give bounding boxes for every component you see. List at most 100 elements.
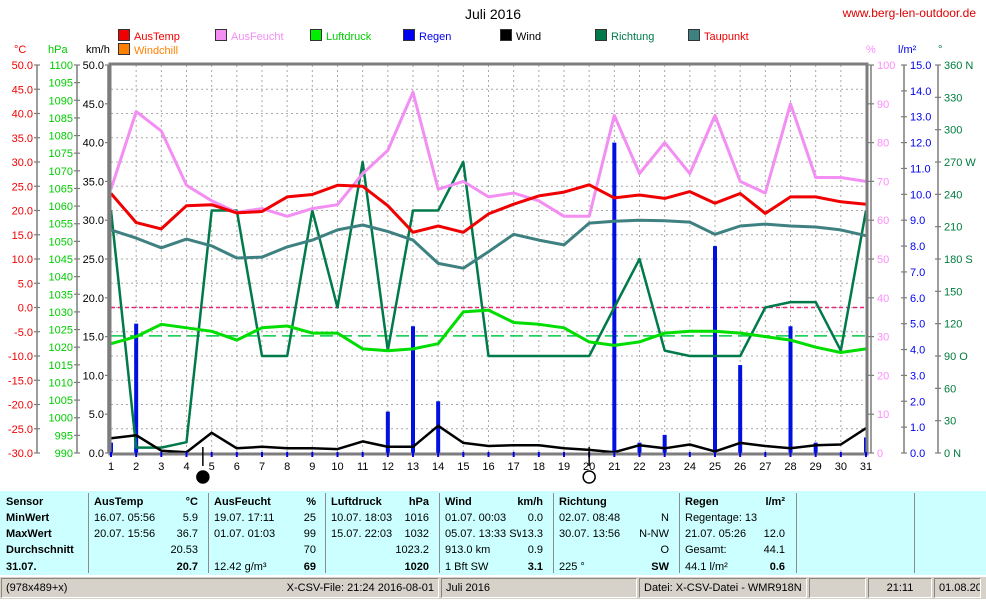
table-col-unit: °C: [185, 496, 198, 508]
table-separator: [679, 493, 680, 573]
tick-lm2-11: 4.0: [910, 345, 925, 357]
legend-swatch-wind: [500, 29, 512, 41]
table-cell-value: 3.1: [527, 561, 543, 573]
x-label-day-31: 31: [860, 461, 872, 473]
table-cell-value: 25: [303, 512, 316, 524]
legend-item-austemp: AusTemp: [118, 29, 180, 43]
x-label-day-10: 10: [331, 461, 343, 473]
tick-lm2-7: 8.0: [910, 241, 925, 253]
status-time: 21:11: [868, 578, 932, 598]
series-taupunkt: [110, 218, 867, 270]
tick-deg-6: 180 S: [944, 254, 973, 266]
rain-bar-day-22: [637, 442, 642, 453]
x-label-day-12: 12: [382, 461, 394, 473]
rain-bar-day-21: [612, 142, 617, 453]
website-link[interactable]: www.berg-len-outdoor.de: [842, 6, 976, 20]
tick-kmh-10: 0.0: [89, 448, 104, 460]
moon-full-icon: [582, 470, 596, 484]
x-label-day-3: 3: [158, 461, 164, 473]
table-separator: [914, 493, 915, 573]
x-label-day-28: 28: [784, 461, 796, 473]
tick-lm2-0: 15.0: [910, 60, 931, 72]
x-label-day-22: 22: [633, 461, 645, 473]
tick-hpa-5: 1075: [49, 148, 73, 160]
tick-deg-7: 150: [944, 286, 962, 298]
tick-lm2-8: 7.0: [910, 267, 925, 279]
table-col-unit: l/m²: [765, 496, 785, 508]
x-label-day-25: 25: [709, 461, 721, 473]
tick-hpa-4: 1080: [49, 131, 73, 143]
table-cell-value: O: [660, 544, 669, 556]
tick-c-2: 40.0: [12, 109, 33, 121]
tick-lm2-13: 2.0: [910, 396, 925, 408]
table-row-label: Sensor: [6, 496, 44, 508]
tick-pct-4: 60: [877, 215, 889, 227]
x-label-day-1: 1: [108, 461, 114, 473]
tick-pct-8: 20: [877, 370, 889, 382]
rain-bar-day-28: [788, 326, 793, 453]
table-separator: [553, 493, 554, 573]
tick-deg-12: 0 N: [944, 448, 961, 460]
tick-hpa-3: 1085: [49, 113, 73, 125]
table-col-header: AusTemp: [94, 496, 144, 508]
table-cell-value: 0.6: [769, 561, 785, 573]
table-cell-value: 36.7: [176, 528, 198, 540]
rain-bar-day-2: [134, 323, 139, 453]
table-row-label: MinWert: [6, 512, 50, 524]
tick-lm2-12: 3.0: [910, 370, 925, 382]
table-cell-text: 21.07. 05:26: [685, 528, 747, 540]
legend-label: Regen: [419, 31, 452, 43]
table-cell-text: 225 °: [559, 561, 585, 573]
tick-lm2-4: 11.0: [910, 163, 931, 175]
tick-c-12: -10.0: [8, 351, 33, 363]
table-cell-value: 0.0: [527, 512, 543, 524]
table-col-unit: hPa: [408, 496, 429, 508]
table-separator: [208, 493, 209, 573]
legend-item-luftdruck: Luftdruck: [310, 29, 371, 43]
tick-hpa-10: 1050: [49, 236, 73, 248]
tick-c-16: -30.0: [8, 448, 33, 460]
legend-item-taupunkt: Taupunkt: [688, 29, 749, 43]
legend-label: AusTemp: [134, 31, 180, 43]
x-label-day-5: 5: [209, 461, 215, 473]
tick-hpa-0: 1100: [49, 60, 73, 72]
tick-c-13: -15.0: [8, 375, 33, 387]
tick-hpa-7: 1065: [49, 183, 73, 195]
x-label-day-30: 30: [835, 461, 847, 473]
tick-pct-1: 90: [877, 99, 889, 111]
series-richtung: [109, 160, 868, 449]
tick-deg-11: 30: [944, 416, 956, 428]
table-separator: [439, 493, 440, 573]
moon-new-icon: [196, 470, 210, 484]
tick-lm2-14: 1.0: [910, 422, 925, 434]
table-cell-value: 13.3: [521, 528, 543, 540]
tick-c-11: -5.0: [14, 327, 33, 339]
legend-swatch-austemp: [118, 29, 130, 41]
tick-lm2-10: 5.0: [910, 319, 925, 331]
status-bar: (978x489+x) X-CSV-File: 21:24 2016-08-01…: [0, 577, 986, 599]
status-file-info: Datei: X-CSV-Datei - WMR918N: [639, 578, 807, 598]
tick-hpa-18: 1010: [49, 377, 73, 389]
unit-header-right-0: %: [866, 44, 876, 56]
x-label-day-24: 24: [684, 461, 696, 473]
table-cell-text: 01.07. 00:03: [445, 512, 507, 524]
tick-pct-10: 0: [877, 448, 883, 460]
tick-deg-9: 90 O: [944, 351, 968, 363]
tick-c-8: 10.0: [12, 254, 33, 266]
tick-c-1: 45.0: [12, 84, 33, 96]
status-csv-info: X-CSV-File: 21:24 2016-08-01: [286, 582, 434, 594]
table-cell-text: 02.07. 08:48: [559, 512, 621, 524]
x-label-day-7: 7: [259, 461, 265, 473]
table-cell-text: 16.07. 05:56: [94, 512, 156, 524]
x-label-day-9: 9: [309, 461, 315, 473]
unit-header-°C: °C: [14, 44, 27, 56]
unit-header-right-2: °: [938, 44, 943, 56]
tick-kmh-4: 30.0: [83, 215, 104, 227]
tick-lm2-2: 13.0: [910, 112, 931, 124]
status-size-info: (978x489+x): [6, 582, 68, 594]
x-label-day-8: 8: [284, 461, 290, 473]
table-cell-value: N: [661, 512, 669, 524]
page-title: Juli 2016: [464, 6, 522, 22]
tick-kmh-8: 10.0: [83, 370, 104, 382]
